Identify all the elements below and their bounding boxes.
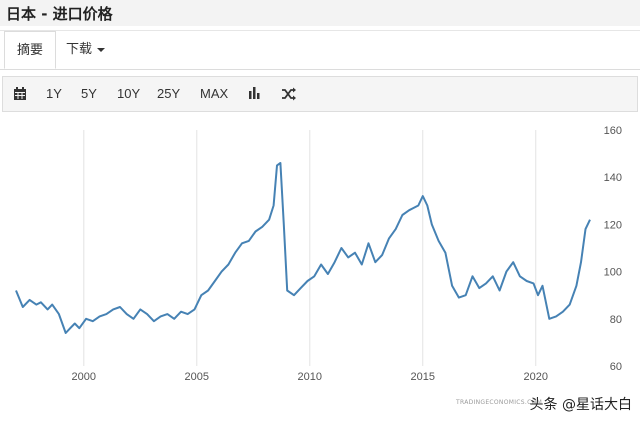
y-tick-label: 120 [604,219,622,231]
tab-download-label: 下载 [66,42,93,57]
x-tick-label: 2000 [72,371,96,383]
x-tick-label: 2015 [411,371,435,383]
x-tick-label: 2005 [185,371,209,383]
chevron-down-icon [97,47,106,52]
bar-chart-icon[interactable] [247,77,261,111]
x-tick-label: 2010 [298,371,322,383]
title-bar: 日本 - 进口价格 [0,0,640,26]
chart-area: 2000 2005 2010 2015 2020 60 80 100 120 140 160 [0,118,640,420]
page-title: 日本 - 进口价格 [6,5,113,23]
x-tick-label: 2020 [524,371,548,383]
calendar-icon[interactable] [13,77,27,111]
y-tick-label: 160 [604,125,622,137]
range-25y-button[interactable]: 25Y [157,86,181,101]
chart-toolbar: 1Y 5Y 10Y 25Y MAX [2,76,638,112]
tab-download[interactable]: 下载 [54,31,117,68]
watermark: 头条 @星话大白 [529,397,632,413]
range-max-button[interactable]: MAX [200,86,229,101]
range-5y-button[interactable]: 5Y [81,86,97,101]
y-tick-label: 100 [604,267,622,279]
line-chart: 2000 2005 2010 2015 2020 60 80 100 120 140 160 [15,125,622,383]
source-label: TRADINGECONOMICS.COM [456,399,543,406]
range-1y-button[interactable]: 1Y [46,86,62,101]
tab-summary[interactable]: 摘要 [4,31,57,69]
series-line [15,162,591,334]
y-tick-label: 140 [604,172,622,184]
y-tick-label: 60 [610,361,622,373]
shuffle-icon[interactable] [281,77,297,111]
y-tick-label: 80 [610,314,622,326]
tab-bar: 摘要 下载 [0,30,640,70]
range-10y-button[interactable]: 10Y [117,86,141,101]
